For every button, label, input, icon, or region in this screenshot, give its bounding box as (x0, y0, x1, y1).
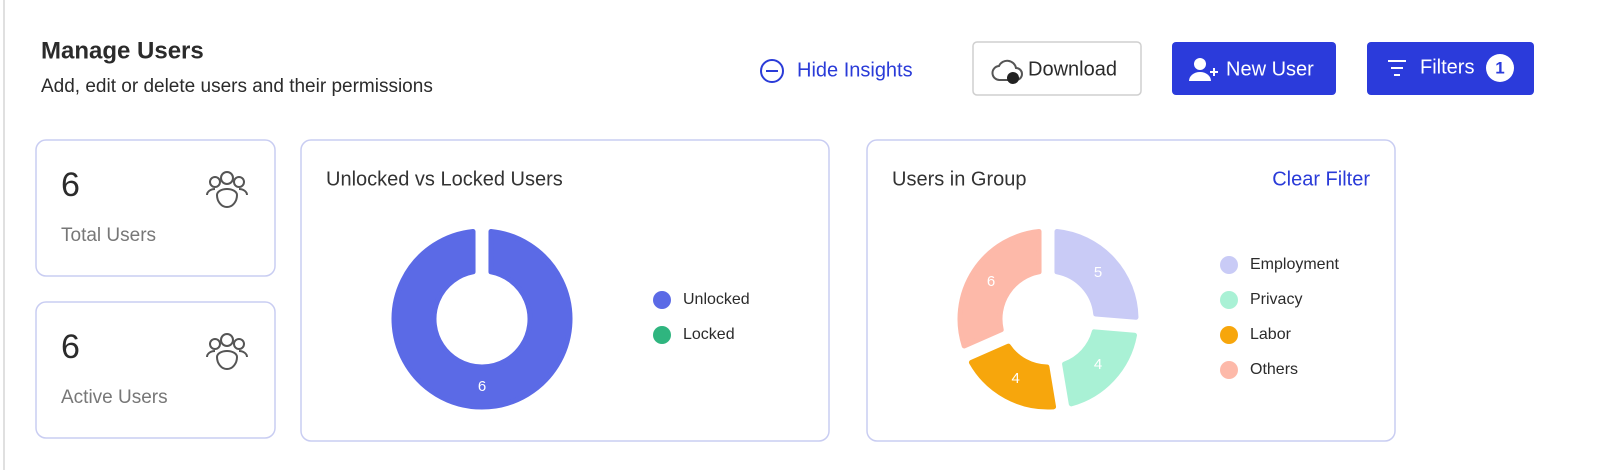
filters-count: 1 (1495, 58, 1504, 77)
group-icon (209, 176, 221, 188)
donut-label: 4 (1094, 356, 1102, 373)
stat-label: Total Users (61, 225, 156, 246)
minus-icon (760, 59, 784, 83)
donut-segment (968, 343, 1057, 410)
donut-label: 4 (1011, 370, 1019, 387)
charts: Unlocked vs Locked Users6UnlockedLockedU… (300, 139, 1396, 442)
legend-label: Others (1250, 361, 1298, 378)
user-icon-plus (1210, 68, 1218, 76)
group-icon (220, 333, 234, 347)
stat-value: 6 (61, 166, 80, 204)
user-icon-body (1189, 72, 1211, 81)
chart-card: Unlocked vs Locked Users 6 Unlocked Locked (300, 139, 830, 442)
legend-dot (1220, 361, 1238, 379)
legend-label: Privacy (1250, 291, 1302, 308)
download-label: Download (1028, 58, 1117, 80)
group-icon (209, 338, 221, 350)
stat-card: 6 Active Users (35, 301, 276, 439)
chart-title: Unlocked vs Locked Users (326, 168, 563, 190)
legend-dot (1220, 256, 1238, 274)
legend-dot (1220, 291, 1238, 309)
stat-card-bg (35, 301, 276, 439)
filters-count-badge (1486, 54, 1514, 82)
legend-dot (653, 326, 671, 344)
hide-insights-label: Hide Insights (797, 59, 913, 81)
filters-button[interactable]: Filters 1 (1367, 42, 1534, 95)
donut-label: 5 (1094, 264, 1102, 281)
stat-card: 6 Total Users (35, 139, 276, 277)
stat-card-bg (35, 139, 276, 277)
page-subtitle: Add, edit or delete users and their perm… (41, 76, 433, 97)
stat-label: Active Users (61, 387, 168, 408)
legend-label: Labor (1250, 326, 1292, 343)
page-title: Manage Users (41, 37, 204, 64)
new-user-button[interactable]: New User (1172, 42, 1336, 95)
download-dot (1007, 72, 1019, 84)
chart-card: Users in Group Clear Filter 5 Employment 4 Pr… (866, 139, 1396, 442)
donut-segment (1054, 228, 1139, 320)
donut-label: 6 (987, 273, 995, 290)
legend-dot (1220, 326, 1238, 344)
group-icon (206, 188, 248, 208)
donut-segment (391, 228, 573, 410)
stats: 6 Total Users 6 Active Users (35, 139, 276, 439)
clear-filter[interactable]: Clear Filter (1272, 168, 1370, 190)
filters-label: Filters (1420, 56, 1474, 78)
donut-label: 6 (478, 378, 486, 395)
chart-title: Users in Group (892, 168, 1027, 190)
donut-segment (957, 228, 1042, 349)
hide-insights[interactable]: Hide Insights (760, 59, 913, 83)
group-icon (233, 176, 245, 188)
legend-label: Unlocked (683, 291, 750, 308)
group-icon (233, 338, 245, 350)
filter-icon (1388, 60, 1406, 76)
group-icon (220, 171, 234, 185)
cloud-icon (991, 59, 1023, 81)
new-user-label: New User (1226, 58, 1314, 80)
donut-segment (1062, 329, 1137, 407)
download-button[interactable]: Download (972, 41, 1142, 96)
stat-value: 6 (61, 328, 80, 366)
legend-dot (653, 291, 671, 309)
group-icon (206, 350, 248, 370)
legend-label: Employment (1250, 256, 1339, 273)
user-icon-head (1194, 58, 1206, 70)
legend-label: Locked (683, 326, 735, 343)
filters-bg (1367, 42, 1534, 95)
new-user-bg (1172, 42, 1336, 95)
